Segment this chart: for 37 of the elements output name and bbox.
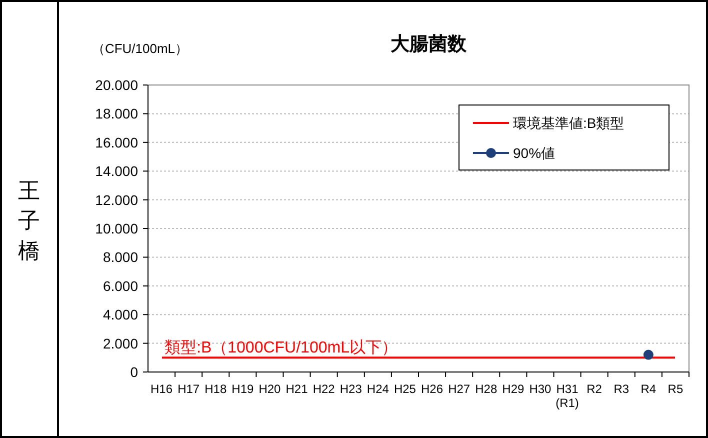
y-tick-label: 0: [130, 364, 138, 380]
x-tick-label: H22: [312, 382, 336, 396]
x-tick-label: H24: [366, 382, 390, 396]
legend-label: 90%値: [513, 145, 556, 161]
x-tick-label: H21: [286, 382, 308, 396]
x-tick-label: H17: [178, 382, 200, 396]
y-axis-title: （CFU/100mL）: [92, 41, 188, 56]
y-tick-label: 20.000: [95, 77, 138, 93]
y-tick-label: 14.000: [95, 163, 138, 180]
x-tick-label: H20: [258, 382, 282, 396]
x-tick-label: H23: [340, 382, 362, 396]
x-tick-label: H18: [204, 382, 227, 396]
y-tick-label: 4.000: [102, 306, 138, 323]
chart-title: 大腸菌数: [390, 33, 468, 55]
x-tick-label: H27: [448, 382, 470, 396]
x-tick-label: H25: [394, 382, 416, 396]
text: 王子橋: [18, 178, 40, 263]
legend-label: 環境基準値:B類型: [513, 115, 624, 131]
y-tick-label: 10.000: [95, 220, 138, 236]
x-tick-label: H31 (R1): [556, 382, 579, 410]
y-tick-label: 18.000: [95, 106, 138, 122]
x-tick-label: H30: [529, 382, 552, 396]
annotation: 類型:B（1000CFU/100mL以下）: [164, 338, 398, 357]
y-tick-label: 6.000: [102, 278, 138, 294]
y-tick-label: 2.000: [102, 335, 138, 352]
x-tick-label: R4: [640, 382, 656, 396]
x-tick-label: H16: [150, 382, 173, 396]
x-tick-label: H26: [421, 382, 444, 396]
x-tick-label: H29: [502, 382, 525, 396]
y-tick-label: 8.000: [102, 249, 138, 266]
x-tick-label: R5: [668, 382, 684, 396]
y-tick-label: 12.000: [95, 192, 138, 208]
x-tick-label: H28: [475, 382, 498, 396]
x-tick-label: R2: [586, 382, 602, 396]
x-tick-label: R3: [614, 382, 630, 396]
x-tick-label: H19: [232, 382, 254, 396]
y-tick-label: 16.000: [95, 134, 138, 150]
